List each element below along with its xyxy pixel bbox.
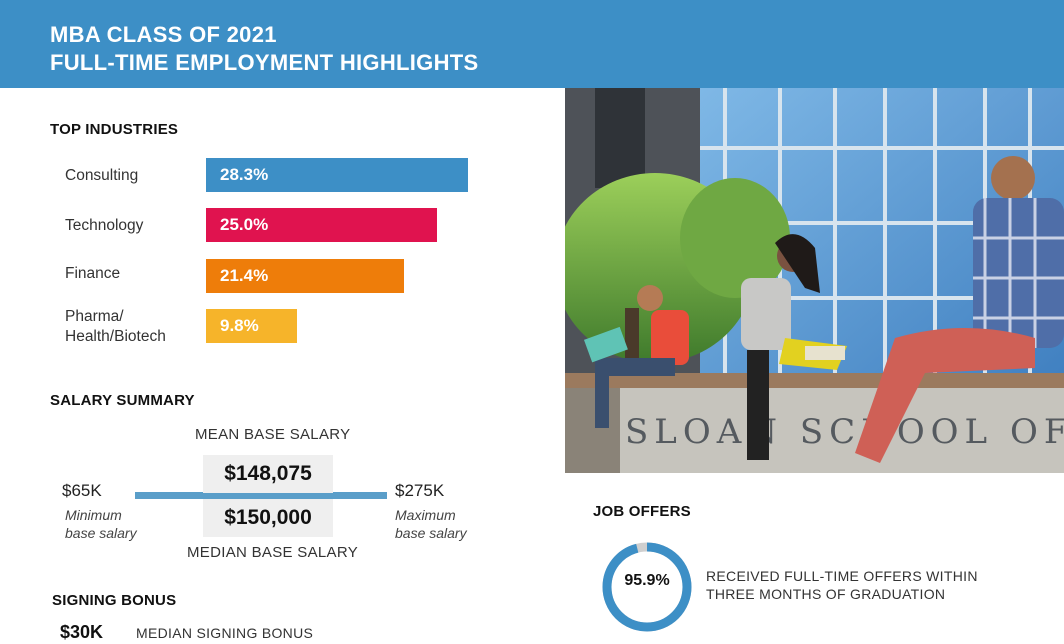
signing-bonus-value: $30K <box>60 622 104 642</box>
industry-label-pharma-line2: Health/Biotech <box>65 328 166 345</box>
min-salary-value: $65K <box>62 481 102 500</box>
industry-label-pharma-line1: Pharma/ <box>65 308 124 325</box>
job-offers-donut <box>602 542 692 632</box>
job-offers-description-line2: THREE MONTHS OF GRADUATION <box>706 586 946 602</box>
industry-value-finance: 21.4% <box>220 266 269 285</box>
job-offers-description-line1: RECEIVED FULL-TIME OFFERS WITHIN <box>706 568 978 584</box>
min-salary-note: Minimum base salary <box>65 506 137 542</box>
min-salary-note-line2: base salary <box>65 525 137 541</box>
max-salary-value: $275K <box>395 481 445 500</box>
salary-range-line <box>135 492 387 499</box>
min-salary-note-line1: Minimum <box>65 507 122 523</box>
top-industries-title: TOP INDUSTRIES <box>50 121 179 138</box>
industry-label-consulting: Consulting <box>65 167 139 184</box>
industry-bar-technology: 25.0% <box>206 208 437 242</box>
industry-label-finance: Finance <box>65 265 121 282</box>
max-salary-note-line1: Maximum <box>395 507 456 523</box>
industry-value-pharma: 9.8% <box>220 316 259 335</box>
industry-label-technology: Technology <box>65 217 144 234</box>
max-salary-note-line2: base salary <box>395 525 467 541</box>
salary-summary-title: SALARY SUMMARY <box>50 392 195 409</box>
industry-value-technology: 25.0% <box>220 215 269 234</box>
industry-bar-consulting: 28.3% <box>206 158 468 192</box>
median-salary-caption: MEDIAN BASE SALARY <box>187 544 359 561</box>
median-salary-value: $150,000 <box>203 499 333 537</box>
header-title-line1: MBA CLASS OF 2021 <box>50 22 277 47</box>
mean-salary-caption: MEAN BASE SALARY <box>195 426 351 443</box>
job-offers-donut-arc <box>602 542 692 632</box>
industry-value-consulting: 28.3% <box>220 165 269 184</box>
industry-bar-finance: 21.4% <box>206 259 404 293</box>
signing-bonus-title: SIGNING BONUS <box>52 592 177 609</box>
industry-label-pharma: Pharma/ Health/Biotech <box>65 307 166 347</box>
campus-photo-illustration: SLOAN SCHOOL OF MAN <box>565 88 1064 473</box>
job-offers-title: JOB OFFERS <box>593 503 691 520</box>
header-banner: MBA CLASS OF 2021 FULL-TIME EMPLOYMENT H… <box>0 0 1064 88</box>
campus-photo: SLOAN SCHOOL OF MAN <box>565 88 1064 473</box>
job-offers-value: 95.9% <box>624 572 670 589</box>
mean-salary-value: $148,075 <box>203 455 333 493</box>
signing-bonus-caption: MEDIAN SIGNING BONUS <box>136 625 314 641</box>
sloan-sign-text: SLOAN SCHOOL OF MAN <box>625 412 1064 452</box>
industry-bar-pharma: 9.8% <box>206 309 297 343</box>
job-offers-description: RECEIVED FULL-TIME OFFERS WITHIN THREE M… <box>706 567 978 603</box>
max-salary-note: Maximum base salary <box>395 506 467 542</box>
header-title-line2: FULL-TIME EMPLOYMENT HIGHLIGHTS <box>50 50 479 75</box>
